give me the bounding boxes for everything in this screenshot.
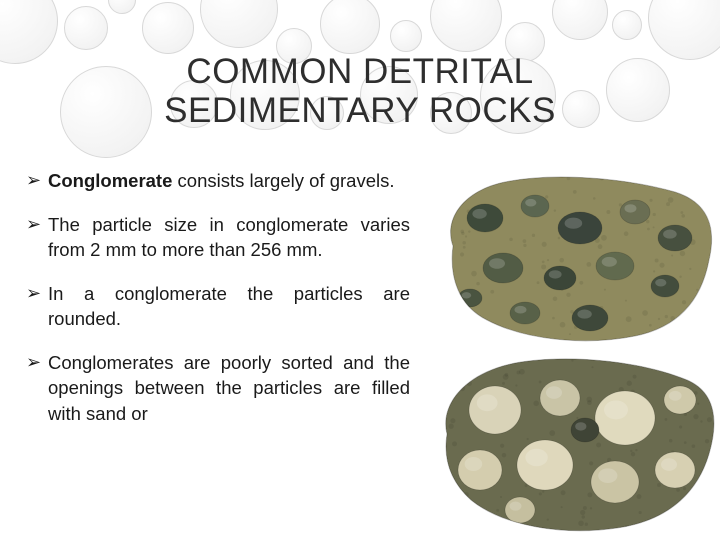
bullet-item: Conglomerate consists largely of gravels… (26, 168, 410, 194)
bullet-text: In a conglomerate the particles are roun… (48, 283, 410, 330)
bullet-item: Conglomerates are poorly sorted and the … (26, 350, 410, 427)
bullet-text: Conglomerates are poorly sorted and the … (48, 352, 410, 424)
bullet-list: Conglomerate consists largely of gravels… (26, 168, 410, 444)
page-title: COMMON DETRITAL SEDIMENTARY ROCKS (0, 52, 720, 130)
title-line-2: SEDIMENTARY ROCKS (164, 91, 556, 130)
bullet-text: The particle size in conglomerate varies… (48, 214, 410, 261)
bullet-item: The particle size in conglomerate varies… (26, 212, 410, 263)
rock-image-2 (424, 350, 720, 532)
image-column (424, 168, 720, 538)
bullet-item: In a conglomerate the particles are roun… (26, 281, 410, 332)
bullet-text: consists largely of gravels. (172, 170, 394, 191)
bullet-bold: Conglomerate (48, 170, 172, 191)
title-line-1: COMMON DETRITAL (186, 52, 533, 91)
rock-image-1 (424, 168, 720, 344)
